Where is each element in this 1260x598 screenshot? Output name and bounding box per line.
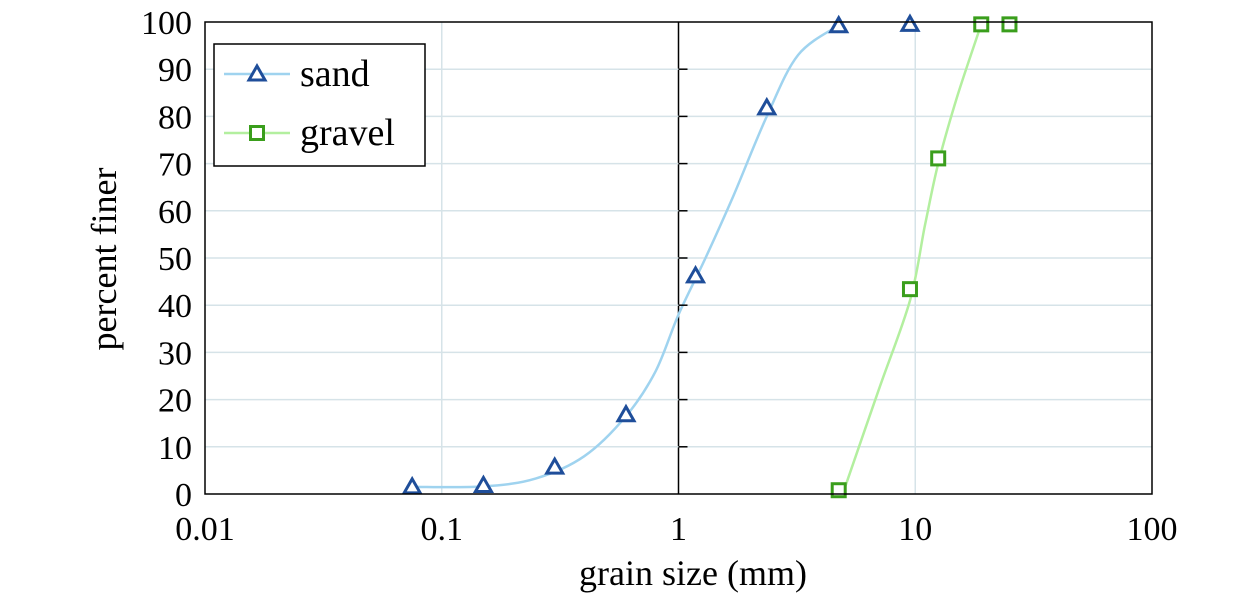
sand-point-4 — [684, 264, 707, 284]
y-tick-label-0: 0 — [175, 477, 192, 514]
y-tick-label-3: 30 — [158, 335, 192, 372]
legend-marker-sand — [246, 62, 268, 82]
legend-box — [213, 43, 426, 167]
legend-marker-gravel — [249, 125, 265, 141]
x-tick-label-2: 1 — [670, 511, 687, 548]
x-tick-label-4: 100 — [1127, 511, 1178, 548]
sand-point-6 — [828, 14, 850, 34]
y-tick-label-4: 40 — [158, 288, 192, 325]
y-axis-label: percent finer — [84, 168, 124, 351]
gravel-point-3 — [973, 16, 990, 33]
y-tick-label-2: 20 — [158, 383, 192, 420]
sand-point-0 — [401, 475, 423, 495]
sand-point-5 — [756, 96, 778, 116]
gravel-point-4 — [1001, 16, 1018, 33]
y-tick-label-8: 80 — [158, 99, 192, 136]
axis-ticks: 0.01 0.1 1 10 100 0 10 20 30 40 50 60 70 80 90 100 — [141, 5, 1178, 548]
legend: sand gravel — [213, 43, 426, 167]
plot-frame — [204, 21, 1153, 495]
gravel-point-2 — [930, 150, 947, 167]
x-axis-label: grain size (mm) — [579, 553, 807, 593]
gravel-curve — [842, 24, 983, 491]
legend-label-sand: sand — [300, 53, 370, 95]
gravel-point-0 — [830, 482, 847, 499]
x-tick-label-0: 0.01 — [175, 511, 235, 548]
sand-point-7 — [899, 13, 921, 32]
sand-point-2 — [544, 456, 566, 475]
legend-label-gravel: gravel — [300, 112, 395, 154]
sand-point-3 — [615, 403, 637, 423]
sand-point-1 — [472, 474, 495, 494]
series-markers — [401, 13, 1018, 499]
y-tick-label-9: 90 — [158, 52, 192, 89]
y-tick-label-1: 10 — [158, 430, 192, 467]
x-tick-label-3: 10 — [898, 511, 932, 548]
x-tick-label-1: 0.1 — [421, 511, 464, 548]
y-tick-label-7: 70 — [158, 147, 192, 184]
y-tick-label-5: 50 — [158, 241, 192, 278]
y-tick-label-10: 100 — [141, 5, 192, 42]
y-tick-label-6: 60 — [158, 194, 192, 231]
gravel-point-1 — [901, 281, 918, 298]
